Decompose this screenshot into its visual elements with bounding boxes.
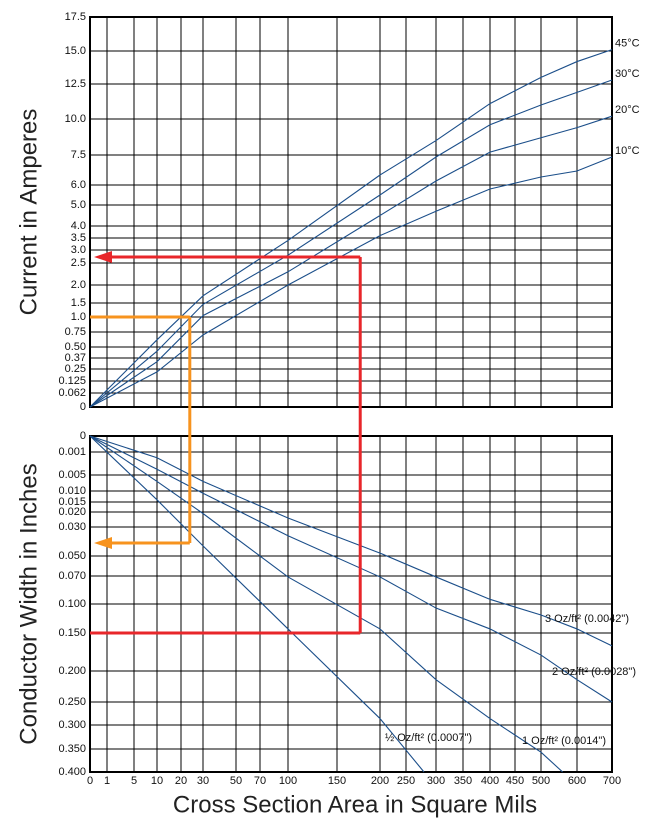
- x-tick-label: 400: [481, 775, 499, 787]
- x-tick-label: 450: [506, 775, 524, 787]
- y-tick-label: 4.0: [71, 220, 86, 232]
- curve-label: ½ Oz/ft² (0.0007"): [385, 732, 472, 744]
- y-tick-label: 6.0: [71, 179, 86, 191]
- y-tick-label: 10.0: [65, 113, 86, 125]
- y-axis-title: Current in Amperes: [15, 109, 42, 316]
- x-tick-label: 5: [131, 775, 137, 787]
- y-tick-label: 0: [80, 401, 86, 413]
- y-tick-label: 1.0: [71, 311, 86, 323]
- y-tick-label: 0.100: [58, 598, 86, 610]
- plot-frame: [89, 435, 613, 773]
- x-tick-label: 20: [175, 775, 187, 787]
- curve-label: 2 Oz/ft² (0.0028"): [552, 666, 636, 678]
- curve-label: 3 Oz/ft² (0.0042"): [545, 613, 629, 625]
- curve-label: 30°C: [615, 68, 640, 80]
- y-axis-title: Conductor Width in Inches: [15, 463, 42, 744]
- x-tick-label: 350: [454, 775, 472, 787]
- curve-label: 20°C: [615, 104, 640, 116]
- y-tick-label: 0.015: [58, 496, 86, 508]
- y-tick-label: 0.005: [58, 469, 86, 481]
- curve-label: 45°C: [615, 38, 640, 50]
- y-tick-label: 0.50: [65, 341, 86, 353]
- curve: [89, 435, 613, 647]
- curve-label: 10°C: [615, 145, 640, 157]
- y-tick-label: 2.0: [71, 279, 86, 291]
- x-tick-label: 50: [230, 775, 242, 787]
- y-tick-label: 0.250: [58, 696, 86, 708]
- y-tick-label: 0.050: [58, 550, 86, 562]
- y-tick-label: 7.5: [71, 149, 86, 161]
- x-tick-label: 100: [279, 775, 297, 787]
- y-tick-label: 15.0: [65, 45, 86, 57]
- curve: [89, 435, 613, 703]
- arrowhead: [94, 251, 112, 264]
- x-tick-label: 300: [427, 775, 445, 787]
- y-tick-label: 0.400: [58, 766, 86, 778]
- y-tick-label: 0.350: [58, 743, 86, 755]
- curve: [89, 79, 613, 408]
- y-tick-label: 1.5: [71, 297, 86, 309]
- x-tick-label: 250: [397, 775, 415, 787]
- x-axis-title: Cross Section Area in Square Mils: [173, 791, 537, 818]
- y-tick-label: 2.5: [71, 257, 86, 269]
- y-tick-label: 12.5: [65, 78, 86, 90]
- x-tick-label: 200: [371, 775, 389, 787]
- y-tick-label: 0.25: [65, 363, 86, 375]
- y-tick-label: 5.0: [71, 199, 86, 211]
- y-tick-label: 0.001: [58, 446, 86, 458]
- y-tick-label: 3.5: [71, 232, 86, 244]
- x-tick-label: 600: [568, 775, 586, 787]
- x-tick-label: 70: [254, 775, 266, 787]
- y-tick-label: 0.200: [58, 665, 86, 677]
- x-tick-label: 500: [532, 775, 550, 787]
- y-tick-label: 0.030: [58, 521, 86, 533]
- x-tick-label: 30: [197, 775, 209, 787]
- arrowhead: [94, 536, 112, 549]
- curve: [89, 49, 613, 408]
- curve-label: 1 Oz/ft² (0.0014"): [522, 735, 606, 747]
- y-tick-label: 0.062: [58, 387, 86, 399]
- x-tick-label: 700: [603, 775, 621, 787]
- y-tick-label: 3.0: [71, 244, 86, 256]
- curve: [89, 435, 425, 773]
- plot-frame: [89, 16, 613, 408]
- y-tick-label: 0.020: [58, 506, 86, 518]
- x-tick-label: 10: [151, 775, 163, 787]
- y-tick-label: 0.125: [58, 375, 86, 387]
- y-tick-label: 0.010: [58, 485, 86, 497]
- y-tick-label: 0.150: [58, 627, 86, 639]
- x-tick-label: 150: [328, 775, 346, 787]
- x-tick-label: 0: [87, 775, 93, 787]
- curve: [89, 115, 613, 408]
- x-tick-label: 1: [104, 775, 110, 787]
- y-tick-label: 0.300: [58, 719, 86, 731]
- y-tick-label: 0.75: [65, 326, 86, 338]
- curve: [89, 156, 613, 408]
- curve: [89, 435, 563, 773]
- y-tick-label: 17.5: [65, 11, 86, 23]
- y-tick-label: 0.070: [58, 570, 86, 582]
- y-tick-label: 0: [80, 430, 86, 442]
- y-tick-label: 0.37: [65, 352, 86, 364]
